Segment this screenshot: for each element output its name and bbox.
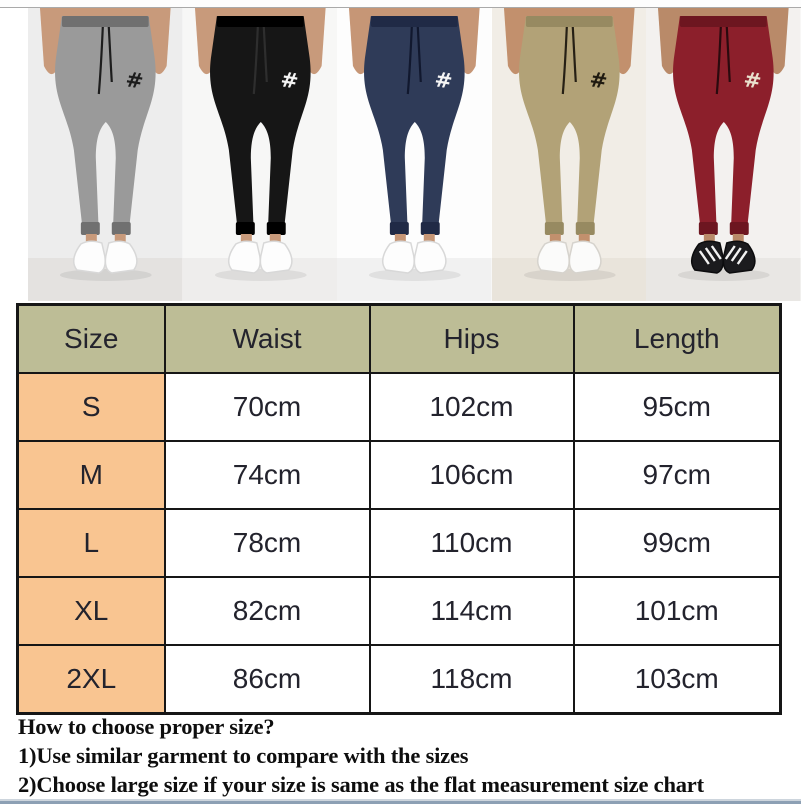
length-value-cell: 103cm — [572, 644, 782, 715]
svg-text:#: # — [279, 67, 300, 93]
size-label-cell: M — [16, 440, 166, 510]
note-item-1: 1)Use similar garment to compare with th… — [18, 742, 469, 768]
top-grid-line — [0, 0, 801, 8]
waist-value-cell: 86cm — [163, 644, 371, 715]
hips-value-cell: 118cm — [368, 644, 575, 715]
waist-value-cell: 70cm — [163, 372, 371, 442]
notes-title: How to choose proper size? — [18, 713, 275, 739]
size-label-cell: S — [16, 372, 166, 442]
svg-text:#: # — [588, 67, 609, 93]
product-photo-strip: # # # — [0, 8, 801, 301]
product-photo-navy-joggers: # — [337, 8, 492, 301]
length-value-cell: 95cm — [572, 372, 782, 442]
length-value-cell: 101cm — [572, 576, 782, 646]
size-chart-table: Size Waist Hips Length S 70cm 102cm 95cm M 74cm 1… — [16, 303, 782, 715]
waist-value-cell: 74cm — [163, 440, 371, 510]
product-photo-burgundy-joggers: # — [646, 8, 801, 301]
size-row-m: M 74cm 106cm 97cm — [16, 440, 782, 510]
length-value-cell: 97cm — [572, 440, 782, 510]
hips-value-cell: 110cm — [368, 508, 575, 578]
hips-value-cell: 102cm — [368, 372, 575, 442]
column-header-waist: Waist — [163, 303, 371, 374]
column-header-hips: Hips — [368, 303, 575, 374]
size-chart-header-row: Size Waist Hips Length — [16, 303, 782, 374]
hips-value-cell: 114cm — [368, 576, 575, 646]
size-label-cell: XL — [16, 576, 166, 646]
column-header-length: Length — [572, 303, 782, 374]
product-photo-black-joggers: # — [182, 8, 338, 301]
product-photo-khaki-joggers: # — [491, 8, 647, 301]
size-row-l: L 78cm 110cm 99cm — [16, 508, 782, 578]
column-header-size: Size — [16, 303, 166, 374]
svg-text:#: # — [742, 67, 763, 93]
hips-value-cell: 106cm — [368, 440, 575, 510]
length-value-cell: 99cm — [572, 508, 782, 578]
size-label-cell: 2XL — [16, 644, 166, 715]
sizing-notes: How to choose proper size? 1)Use similar… — [18, 712, 798, 799]
svg-text:#: # — [433, 67, 454, 93]
waist-value-cell: 78cm — [163, 508, 371, 578]
size-row-2xl: 2XL 86cm 118cm 103cm — [16, 644, 782, 715]
bottom-edge-bar — [0, 799, 801, 804]
size-row-s: S 70cm 102cm 95cm — [16, 372, 782, 442]
waist-value-cell: 82cm — [163, 576, 371, 646]
size-label-cell: L — [16, 508, 166, 578]
size-row-xl: XL 82cm 114cm 101cm — [16, 576, 782, 646]
product-photo-grey-joggers: # — [28, 8, 183, 301]
note-item-2: 2)Choose large size if your size is same… — [18, 771, 704, 797]
svg-text:#: # — [124, 67, 145, 93]
